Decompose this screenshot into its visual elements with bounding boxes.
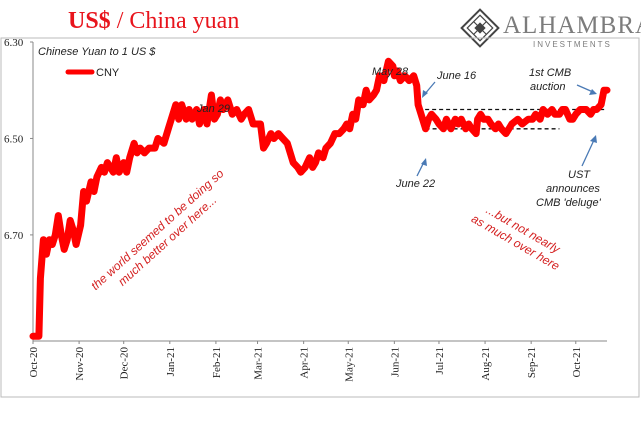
series-line-cny bbox=[29, 57, 611, 340]
annotation-world-better: the world seemed to be doing so much bet… bbox=[88, 166, 227, 293]
diamond-logo-icon bbox=[460, 8, 500, 48]
x-tick-label: Aug-21 bbox=[480, 347, 492, 381]
annotation-june16: June 16 bbox=[436, 70, 477, 82]
x-tick-label: Apr-21 bbox=[299, 347, 311, 379]
chart-title-rest: / China yuan bbox=[110, 8, 240, 34]
x-tick-label: Nov-20 bbox=[74, 347, 86, 381]
annotation-not-nearly: ...but not nearly as much over here bbox=[469, 203, 563, 274]
chart-subtitle: Chinese Yuan to 1 US $ bbox=[38, 46, 156, 58]
y-tick-labels: 6.30 6.50 6.70 bbox=[4, 37, 33, 242]
y-tick-label: 6.50 bbox=[4, 133, 24, 145]
logo-subtitle: INVESTMENTS bbox=[533, 40, 612, 49]
x-tick-label: Oct-20 bbox=[28, 347, 40, 378]
x-tick-label: Oct-21 bbox=[571, 347, 583, 378]
arrowhead-june22 bbox=[421, 158, 427, 166]
plot-frame bbox=[0, 37, 640, 398]
annotation-1st-cmb-line1: 1st CMB bbox=[529, 67, 571, 79]
arrow-ust bbox=[581, 139, 595, 167]
annotation-june22: June 22 bbox=[395, 178, 435, 190]
brand-logo: ALHAMBRA INVESTMENTS bbox=[460, 6, 641, 49]
x-tick-label: May-21 bbox=[343, 347, 355, 382]
annotation-ust-line2: announces bbox=[546, 183, 600, 195]
y-tick-label: 6.70 bbox=[4, 230, 24, 242]
annotation-jan29: Jan 29 bbox=[196, 103, 230, 115]
x-tick-label: Jul-21 bbox=[434, 347, 446, 375]
x-tick-label: Jun-21 bbox=[389, 347, 401, 377]
x-tick-label: Mar-21 bbox=[253, 347, 265, 380]
chart-title: US$ / China yuan bbox=[68, 8, 239, 35]
chart-title-main: US$ bbox=[68, 8, 111, 34]
arrowhead-june16 bbox=[422, 90, 428, 98]
arrow-1st-cmb bbox=[576, 84, 594, 93]
annotation-may28: May 28 bbox=[372, 66, 409, 78]
logo-name: ALHAMBRA bbox=[503, 12, 641, 39]
arrowhead-ust bbox=[590, 135, 597, 143]
annotation-world-better-line2: much better over here... bbox=[115, 193, 219, 289]
x-tick-label: Sep-21 bbox=[526, 347, 538, 378]
x-tick-label: Feb-21 bbox=[211, 347, 223, 378]
y-tick-label: 6.30 bbox=[4, 37, 24, 49]
annotation-ust-line1: UST bbox=[568, 169, 591, 181]
annotation-ust-line3: CMB 'deluge' bbox=[536, 197, 602, 209]
x-tick-label: Dec-20 bbox=[119, 347, 131, 380]
x-tick-label: Jan-21 bbox=[165, 347, 177, 376]
x-tick-labels: Oct-20 Nov-20 Dec-20 Jan-21 Feb-21 Mar-21 Apr-… bbox=[28, 341, 583, 382]
arrowhead-1st-cmb bbox=[589, 89, 597, 95]
annotation-world-better-line1: the world seemed to be doing so bbox=[88, 166, 227, 293]
annotation-1st-cmb-line2: auction bbox=[530, 81, 565, 93]
legend-label-cny: CNY bbox=[96, 67, 120, 79]
